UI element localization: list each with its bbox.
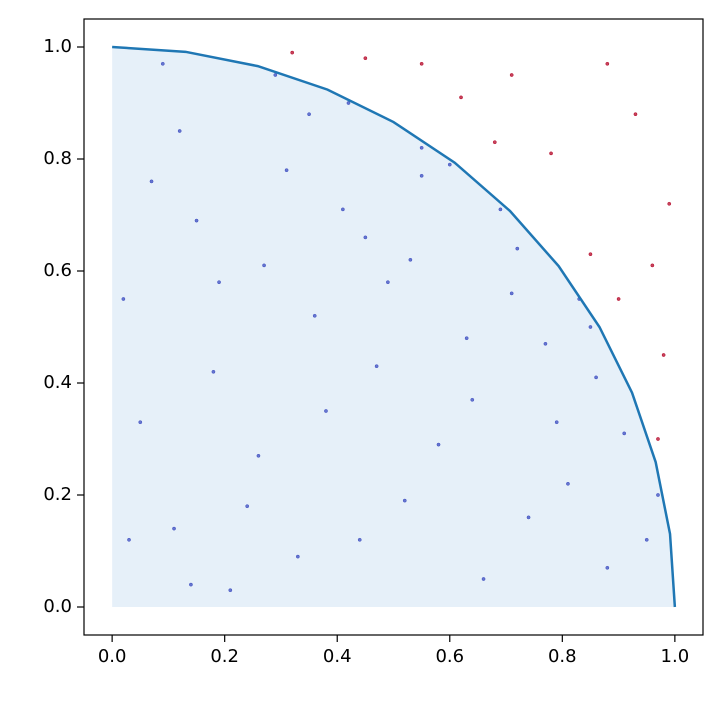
point [419,61,424,66]
point [498,207,503,212]
point [386,280,390,285]
x-tick-label: 0.2 [210,646,239,667]
point [650,263,655,268]
point [363,56,368,61]
y-tick-label: 1.0 [43,36,72,57]
point [211,369,216,374]
point [284,168,289,173]
point [307,112,311,117]
point [189,582,193,587]
point [605,61,610,66]
point [622,431,627,436]
point [509,73,514,77]
point [402,498,407,503]
point [121,297,126,301]
point [172,526,176,531]
point [217,280,221,285]
y-tick-label: 0.2 [43,484,72,505]
point [644,537,649,542]
point [273,73,278,77]
area [112,47,675,607]
x-tick-label: 0.0 [98,646,127,667]
point [447,162,452,167]
point [470,397,475,402]
y-tick-label: 0.0 [43,596,72,617]
point [588,252,593,257]
point [667,201,672,206]
point [459,95,463,100]
point [633,112,638,117]
point [295,554,300,559]
point [554,420,559,425]
point [228,588,233,593]
point [526,515,531,520]
point [312,313,317,318]
point [605,565,610,570]
point [357,537,362,542]
point [661,353,666,357]
point [481,577,486,581]
x-tick-label: 0.4 [323,646,352,667]
point [656,437,660,441]
point [515,246,520,251]
point [341,207,345,212]
point [245,504,250,509]
point [346,101,351,105]
point [324,409,328,413]
point [177,129,182,133]
point [543,341,548,346]
y-tick-label: 0.8 [43,148,72,169]
point [290,50,295,55]
point [436,442,441,447]
point [408,257,413,262]
point [149,179,154,184]
point [194,218,199,223]
point [588,325,593,329]
plot-frame [83,18,704,636]
y-tick-label: 0.4 [43,372,72,393]
arc-line [112,45,677,608]
x-tick-label: 0.6 [435,646,464,667]
point [262,263,266,268]
point [566,481,570,486]
point [138,420,143,425]
point [616,297,621,301]
point [363,235,368,240]
point [464,336,469,341]
point [509,291,514,296]
point [374,364,379,369]
point [549,151,553,156]
x-tick-label: 1.0 [661,646,690,667]
point [594,375,598,380]
point [160,61,165,66]
point [419,173,424,178]
point [256,453,261,458]
y-tick-label: 0.6 [43,260,72,281]
point [492,140,497,145]
x-tick-label: 0.8 [548,646,577,667]
point [656,493,660,497]
point [419,145,424,150]
point [127,537,131,542]
